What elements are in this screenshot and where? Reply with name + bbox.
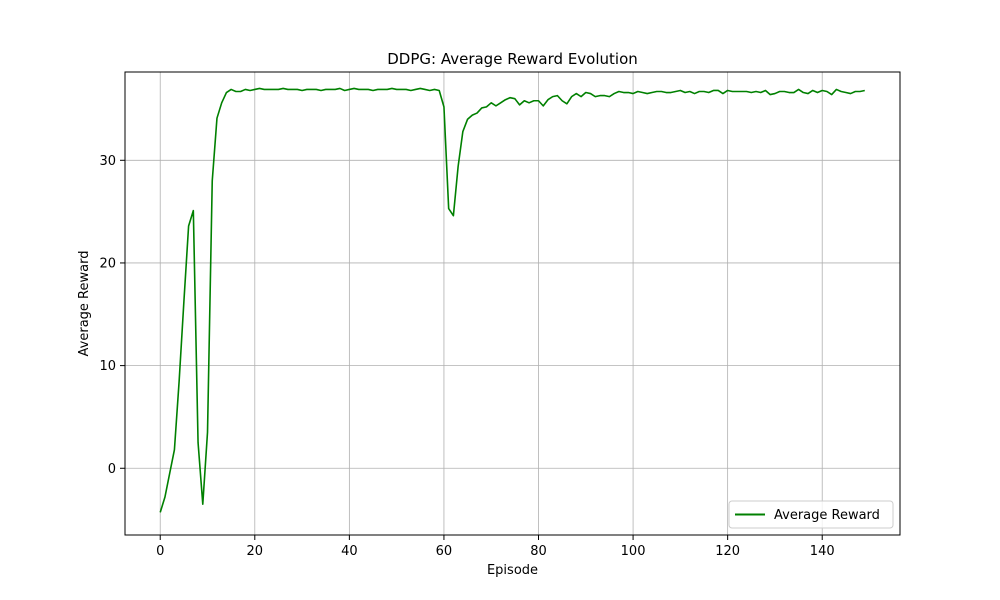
x-tick-label: 60	[436, 544, 453, 559]
legend-label: Average Reward	[774, 508, 880, 523]
series-layer	[159, 87, 865, 513]
grid-lines	[125, 72, 900, 535]
series-line-average-reward	[159, 87, 865, 513]
y-tick-label: 30	[99, 154, 116, 169]
x-tick-label: 0	[156, 544, 164, 559]
plot-frame	[124, 71, 901, 536]
x-tick-label: 40	[341, 544, 358, 559]
x-tick-label: 80	[530, 544, 547, 559]
x-tick-label: 140	[810, 544, 835, 559]
y-tick-label: 20	[99, 256, 116, 271]
y-axis-title: Average Reward	[77, 251, 92, 357]
y-tick-label: 10	[99, 359, 116, 374]
x-axis-ticks: 0 20 40 60 80 100 120 140	[156, 535, 835, 559]
y-axis-ticks: 0 10 20 30	[99, 154, 125, 477]
y-tick-label: 0	[108, 462, 116, 477]
legend: Average Reward	[728, 500, 894, 529]
chart-title: DDPG: Average Reward Evolution	[387, 50, 638, 68]
x-tick-label: 100	[621, 544, 646, 559]
legend-box	[728, 500, 894, 529]
x-tick-label: 20	[247, 544, 264, 559]
x-tick-label: 120	[715, 544, 740, 559]
x-axis-title: Episode	[487, 563, 538, 578]
